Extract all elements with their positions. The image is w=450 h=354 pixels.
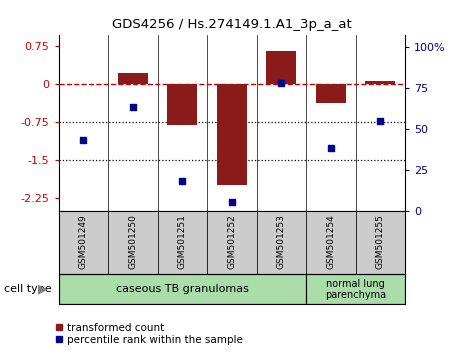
Bar [217,84,247,185]
Point [179,178,186,184]
Bar [256,211,306,274]
Bar [207,211,256,274]
Point [278,80,285,86]
Text: caseous TB granulomas: caseous TB granulomas [116,284,249,295]
Text: GSM501251: GSM501251 [178,214,187,269]
Text: ▶: ▶ [38,283,48,296]
Bar [58,274,306,304]
Bar [167,84,197,125]
Bar [108,211,158,274]
Bar [118,74,148,84]
Title: GDS4256 / Hs.274149.1.A1_3p_a_at: GDS4256 / Hs.274149.1.A1_3p_a_at [112,18,351,32]
Text: GSM501254: GSM501254 [326,214,335,269]
Text: GSM501255: GSM501255 [376,214,385,269]
Point [80,137,87,143]
Bar [306,274,405,304]
Bar [356,211,405,274]
Bar [158,211,207,274]
Text: cell type: cell type [4,284,52,295]
Point [228,200,235,205]
Text: GSM501252: GSM501252 [227,214,236,269]
Bar [58,211,108,274]
Bar [306,211,356,274]
Bar [316,84,346,103]
Text: GSM501249: GSM501249 [79,214,88,269]
Text: GSM501250: GSM501250 [128,214,137,269]
Legend: transformed count, percentile rank within the sample: transformed count, percentile rank withi… [50,318,247,349]
Bar [365,81,395,84]
Text: normal lung
parenchyma: normal lung parenchyma [325,279,386,300]
Point [327,145,334,151]
Point [129,105,136,110]
Bar [266,51,296,84]
Text: GSM501253: GSM501253 [277,214,286,269]
Point [377,118,384,124]
